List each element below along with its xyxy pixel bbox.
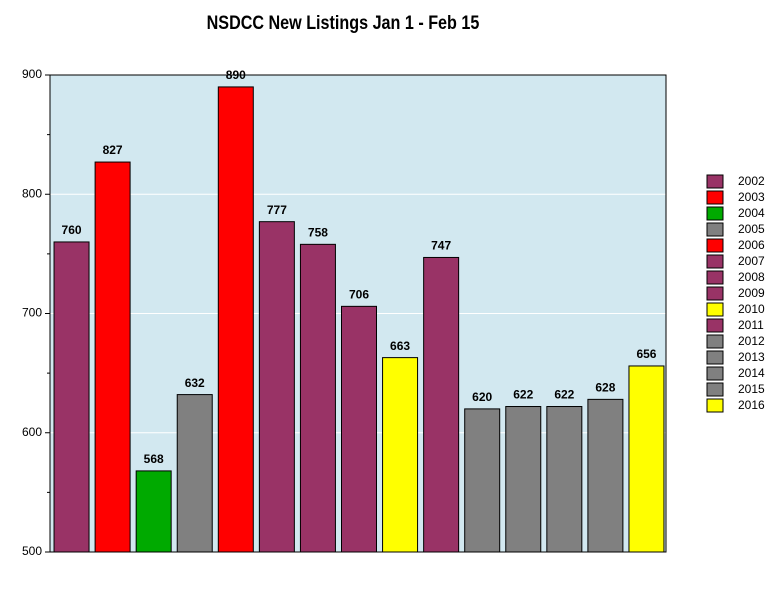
legend-label: 2008 <box>738 270 765 284</box>
value-label: 758 <box>308 226 328 240</box>
bar <box>299 243 336 553</box>
legend-swatch <box>706 238 724 253</box>
legend-label: 2006 <box>738 238 765 252</box>
bar <box>546 406 583 553</box>
bar <box>628 365 665 553</box>
bar <box>258 221 295 553</box>
value-label: 628 <box>595 381 615 395</box>
legend-swatch <box>706 254 724 269</box>
value-label: 706 <box>349 288 369 302</box>
bar <box>217 86 254 553</box>
y-tick-label: 600 <box>22 425 42 439</box>
legend-swatch <box>706 366 724 381</box>
bar <box>176 394 213 553</box>
legend-swatch <box>706 318 724 333</box>
bar <box>505 406 542 553</box>
legend-label: 2011 <box>738 318 764 332</box>
bar <box>53 241 90 553</box>
value-label: 568 <box>144 452 164 466</box>
value-label: 747 <box>431 239 451 253</box>
value-label: 622 <box>513 388 533 402</box>
legend-swatch <box>706 190 724 205</box>
bar <box>135 470 172 553</box>
value-label: 663 <box>390 339 410 353</box>
legend-label: 2009 <box>738 286 765 300</box>
y-tick-label: 900 <box>22 67 42 81</box>
legend-swatch <box>706 222 724 237</box>
legend-label: 2013 <box>738 350 765 364</box>
legend-swatch <box>706 286 724 301</box>
legend-swatch <box>706 206 724 221</box>
legend-swatch <box>706 398 724 413</box>
y-tick-label: 500 <box>22 544 42 558</box>
legend-label: 2007 <box>738 254 765 268</box>
bar <box>423 256 460 553</box>
chart-title: NSDCC New Listings Jan 1 - Feb 15 <box>207 12 480 34</box>
legend-swatch <box>706 382 724 397</box>
legend-swatch <box>706 334 724 349</box>
legend-label: 2012 <box>738 334 765 348</box>
plot-frame <box>49 74 667 553</box>
legend-swatch <box>706 270 724 285</box>
legend-swatch <box>706 350 724 365</box>
value-label: 656 <box>636 347 656 361</box>
legend-swatch <box>706 174 724 189</box>
value-label: 827 <box>103 143 123 157</box>
legend-label: 2010 <box>738 302 765 316</box>
bar <box>587 398 624 553</box>
bar <box>94 161 131 553</box>
legend-label: 2016 <box>738 398 765 412</box>
bar <box>341 305 377 553</box>
value-label: 760 <box>62 223 82 237</box>
legend-swatch <box>706 302 724 317</box>
legend-label: 2015 <box>738 382 765 396</box>
value-label: 620 <box>472 390 492 404</box>
y-tick-label: 800 <box>22 186 42 200</box>
legend-label: 2002 <box>738 174 765 188</box>
value-label: 622 <box>554 388 574 402</box>
value-label: 777 <box>267 203 287 217</box>
value-label: 632 <box>185 376 205 390</box>
y-tick-label: 700 <box>22 306 42 320</box>
legend-label: 2003 <box>738 190 765 204</box>
legend-label: 2004 <box>738 206 765 220</box>
legend-label: 2005 <box>738 222 765 236</box>
bar <box>464 408 501 553</box>
legend-label: 2014 <box>738 366 765 380</box>
bar <box>382 357 419 553</box>
